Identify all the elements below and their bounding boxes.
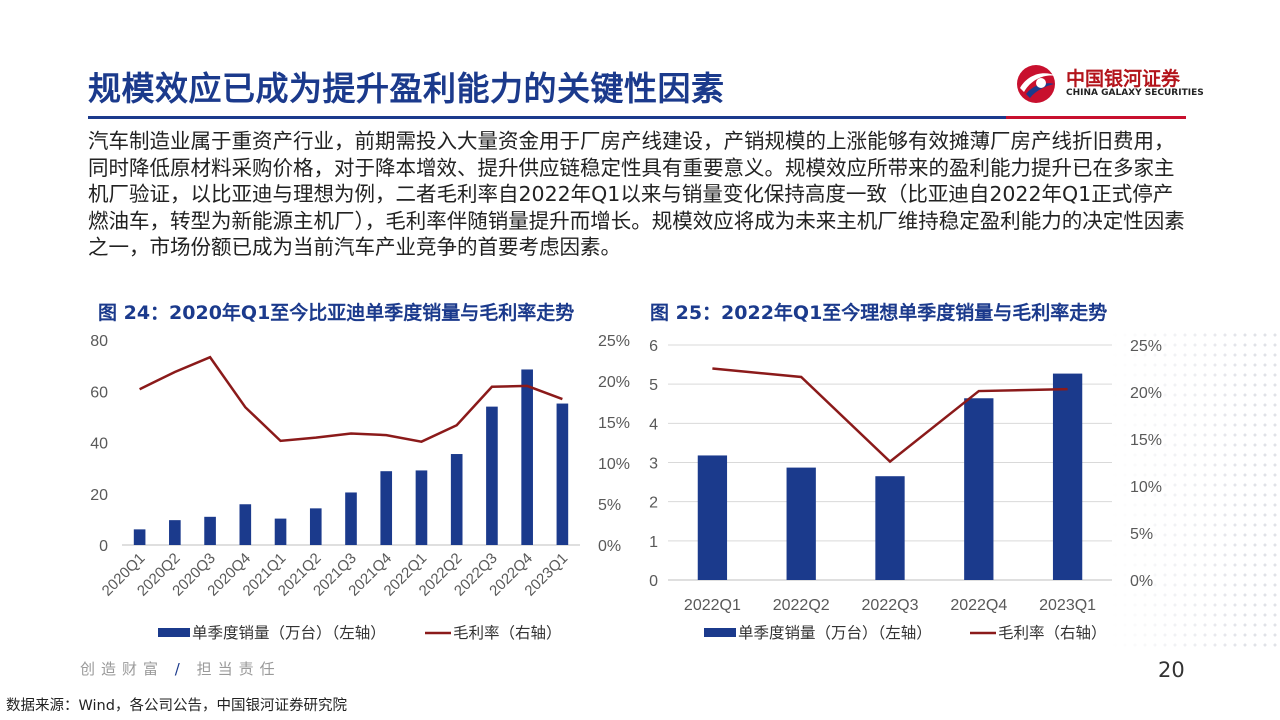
page-number: 20 bbox=[1158, 658, 1185, 682]
slogan-slash: / bbox=[174, 660, 186, 678]
data-source: 数据来源：Wind，各公司公告，中国银河证券研究院 bbox=[6, 698, 347, 714]
bar-sales-2020Q2 bbox=[169, 520, 181, 545]
y-right-tick-label: 10% bbox=[598, 456, 630, 473]
bar-sales-2020Q4 bbox=[239, 504, 252, 545]
galaxy-logo-icon bbox=[1017, 65, 1056, 103]
y-right-tick-label: 0% bbox=[1130, 573, 1153, 590]
y-right-tick-label: 5% bbox=[1130, 526, 1153, 543]
bar-sales-2022Q2 bbox=[450, 454, 463, 545]
company-logo: 中国银河证券 CHINA GALAXY SECURITIES bbox=[1014, 62, 1214, 106]
y-left-tick-label: 3 bbox=[649, 456, 658, 473]
legend-label-margin: 毛利率（右轴） bbox=[453, 624, 562, 642]
slogan-right: 担当责任 bbox=[196, 660, 281, 678]
y-right-tick-label: 10% bbox=[1130, 479, 1162, 496]
bar-sales-2022Q3 bbox=[486, 406, 498, 545]
y-left-tick-label: 80 bbox=[90, 333, 108, 350]
x-tick-label: 2023Q1 bbox=[1039, 597, 1096, 614]
bar-sales-2022Q2 bbox=[786, 467, 816, 580]
bar-sales-2022Q4 bbox=[964, 398, 994, 580]
logo-text-en: CHINA GALAXY SECURITIES bbox=[1066, 88, 1204, 98]
y-left-tick-label: 0 bbox=[649, 573, 658, 590]
line-gross-margin bbox=[712, 367, 1068, 464]
x-tick-label: 2022Q3 bbox=[862, 597, 919, 614]
y-left-tick-label: 1 bbox=[649, 534, 658, 551]
legend-label-sales: 单季度销量（万台）（左轴） bbox=[738, 624, 932, 642]
bar-sales-2021Q4 bbox=[380, 471, 393, 545]
figure-24-title: 图 24：2020年Q1至今比亚迪单季度销量与毛利率走势 bbox=[98, 302, 575, 324]
y-right-tick-label: 20% bbox=[1130, 385, 1162, 402]
bar-sales-2020Q3 bbox=[204, 516, 216, 545]
y-left-tick-label: 2 bbox=[649, 495, 658, 512]
bar-sales-2020Q1 bbox=[133, 529, 146, 545]
byd-sales-margin-chart: 0204060800%5%10%15%20%25%2020Q12020Q2202… bbox=[90, 333, 630, 642]
y-right-tick-label: 15% bbox=[1130, 432, 1162, 449]
y-right-tick-label: 5% bbox=[598, 497, 621, 514]
title-divider-blue bbox=[88, 116, 1006, 119]
y-right-tick-label: 25% bbox=[1130, 338, 1162, 355]
lixiang-sales-margin-chart: 0 1 2 3 4 5 6 0% 5% 10% 15% 20% 25% 2022Q1 2022Q2 2022Q… bbox=[649, 338, 1162, 642]
figure-25-title: 图 25：2022年Q1至今理想单季度销量与毛利率走势 bbox=[650, 302, 1108, 324]
y-right-tick-label: 20% bbox=[598, 374, 630, 391]
bar-sales-2021Q3 bbox=[345, 492, 357, 545]
y-left-tick-label: 6 bbox=[649, 338, 658, 355]
x-tick-label: 2022Q2 bbox=[773, 597, 830, 614]
bar-sales-2023Q1 bbox=[556, 403, 569, 545]
y-left-tick-label: 60 bbox=[90, 384, 108, 401]
body-paragraph: 汽车制造业属于重资产行业，前期需投入大量资金用于厂房产线建设，产销规模的上涨能够… bbox=[88, 129, 1185, 259]
y-left-tick-label: 20 bbox=[90, 487, 108, 504]
line-gross-margin bbox=[139, 355, 563, 443]
y-right-tick-label: 0% bbox=[598, 538, 621, 555]
bar-sales-2022Q4 bbox=[521, 369, 533, 545]
page-title: 规模效应已成为提升盈利能力的关键性因素 bbox=[88, 69, 725, 108]
footer-slogan: 创造财富 / 担当责任 bbox=[80, 658, 281, 679]
y-left-tick-label: 0 bbox=[99, 538, 108, 555]
y-right-tick-label: 25% bbox=[598, 333, 630, 350]
y-left-tick-label: 40 bbox=[90, 436, 108, 453]
logo-text-cn: 中国银河证券 bbox=[1066, 68, 1181, 90]
bar-sales-2023Q1 bbox=[1052, 373, 1083, 580]
bar-sales-2022Q1 bbox=[415, 470, 428, 545]
legend-swatch-sales bbox=[158, 628, 190, 637]
legend-swatch-sales bbox=[704, 628, 736, 637]
legend-label-margin: 毛利率（右轴） bbox=[998, 624, 1107, 642]
bar-sales-2021Q2 bbox=[309, 508, 322, 545]
y-right-tick-label: 15% bbox=[598, 415, 630, 432]
y-left-tick-label: 5 bbox=[649, 377, 658, 394]
x-tick-label: 2022Q1 bbox=[684, 597, 741, 614]
x-tick-label: 2022Q4 bbox=[950, 597, 1007, 614]
legend-label-sales: 单季度销量（万台）（左轴） bbox=[192, 624, 386, 642]
bar-sales-2022Q1 bbox=[697, 455, 728, 580]
title-divider-red bbox=[1006, 116, 1186, 119]
slogan-left: 创造财富 bbox=[80, 660, 165, 678]
bar-sales-2021Q1 bbox=[274, 518, 287, 545]
bar-sales-2022Q3 bbox=[875, 476, 905, 580]
y-left-tick-label: 4 bbox=[649, 416, 658, 433]
decorative-dot-pattern bbox=[1110, 330, 1280, 650]
